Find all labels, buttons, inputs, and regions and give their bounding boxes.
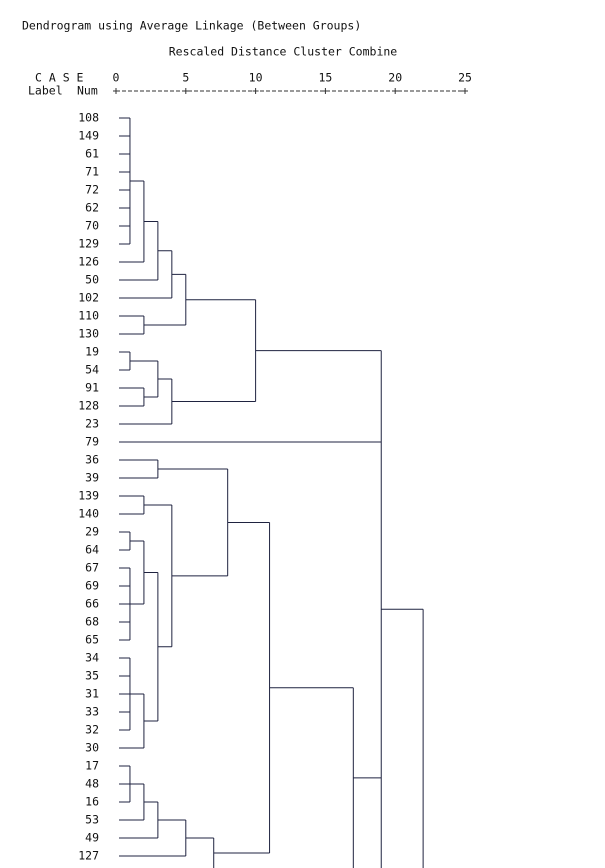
- case-label: 129: [78, 237, 99, 251]
- x-tick-label: 20: [388, 71, 402, 85]
- chart-title: Dendrogram using Average Linkage (Betwee…: [22, 19, 361, 33]
- x-tick-label: 25: [458, 71, 472, 85]
- case-label: 140: [78, 507, 99, 521]
- case-label: 30: [85, 741, 99, 755]
- case-label: 72: [85, 183, 99, 197]
- case-label: 69: [85, 579, 99, 593]
- case-header: C A S E: [35, 71, 84, 85]
- case-label: 17: [85, 759, 99, 773]
- case-label: 68: [85, 615, 99, 629]
- case-label: 35: [85, 669, 99, 683]
- case-label: 50: [85, 273, 99, 287]
- x-tick-label: 0: [113, 71, 120, 85]
- case-label: 139: [78, 489, 99, 503]
- case-label: 29: [85, 525, 99, 539]
- case-label: 19: [85, 345, 99, 359]
- tick-mark: [462, 88, 468, 94]
- case-label: 54: [85, 363, 99, 377]
- x-tick-label: 15: [318, 71, 332, 85]
- case-label: 48: [85, 777, 99, 791]
- case-label: 127: [78, 849, 99, 863]
- case-label: 108: [78, 111, 99, 125]
- case-label: 149: [78, 129, 99, 143]
- case-label: 66: [85, 597, 99, 611]
- tick-mark: [252, 88, 259, 94]
- case-label: 102: [78, 291, 99, 305]
- tick-mark: [113, 88, 119, 94]
- case-label: 79: [85, 435, 99, 449]
- case-label: 53: [85, 813, 99, 827]
- case-label: 67: [85, 561, 99, 575]
- case-label: 33: [85, 705, 99, 719]
- tick-mark: [182, 88, 189, 94]
- case-label: 31: [85, 687, 99, 701]
- case-label: 126: [78, 255, 99, 269]
- num-header: Num: [77, 84, 98, 98]
- case-label: 128: [78, 399, 99, 413]
- case-label: 71: [85, 165, 99, 179]
- case-label: 70: [85, 219, 99, 233]
- tick-mark: [392, 88, 399, 94]
- x-tick-label: 10: [249, 71, 263, 85]
- case-label: 34: [85, 651, 99, 665]
- case-label: 49: [85, 831, 99, 845]
- case-label: 130: [78, 327, 99, 341]
- case-label: 32: [85, 723, 99, 737]
- case-label: 65: [85, 633, 99, 647]
- case-label: 91: [85, 381, 99, 395]
- case-label: 16: [85, 795, 99, 809]
- case-label: 64: [85, 543, 99, 557]
- axis-title: Rescaled Distance Cluster Combine: [169, 45, 398, 59]
- case-label: 36: [85, 453, 99, 467]
- label-header: Label: [28, 84, 63, 98]
- case-label: 61: [85, 147, 99, 161]
- case-label: 62: [85, 201, 99, 215]
- case-label: 39: [85, 471, 99, 485]
- case-label: 23: [85, 417, 99, 431]
- x-tick-label: 5: [182, 71, 189, 85]
- case-label: 110: [78, 309, 99, 323]
- tick-mark: [322, 88, 329, 94]
